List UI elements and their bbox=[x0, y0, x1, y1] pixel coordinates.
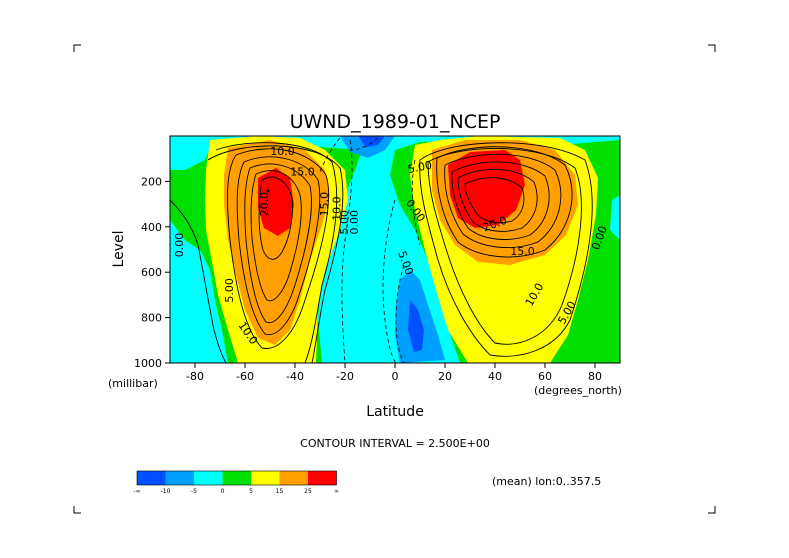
fill-minus10-lobe bbox=[408, 300, 424, 352]
chart-title: UWND_1989-01_NCEP bbox=[290, 111, 501, 133]
x-tick-label: 60 bbox=[538, 370, 552, 383]
contour-label: 0.00 bbox=[348, 210, 361, 235]
contour-label: 5.00 bbox=[338, 210, 351, 235]
contour-label: 5.00 bbox=[407, 158, 434, 176]
x-axis-label: Latitude bbox=[366, 404, 424, 420]
x-tick-label: -40 bbox=[286, 370, 304, 383]
colorbar-frame bbox=[136, 470, 337, 486]
fill-south-jet-15 bbox=[224, 140, 330, 345]
south-jet-max-marker bbox=[266, 189, 270, 193]
contour-field: 10.015.020.0 15.0 10.05.000.000.005.0010.0… bbox=[170, 136, 620, 363]
colorbar-label: 0 bbox=[221, 488, 225, 495]
fill-negative-band bbox=[170, 136, 620, 363]
fill-minus10-top bbox=[358, 136, 385, 147]
contour-lines bbox=[170, 142, 593, 363]
contour-label: 10.0 bbox=[270, 145, 295, 158]
colorbar-label: 15 bbox=[276, 488, 284, 495]
y-tick-label: 600 bbox=[141, 266, 162, 279]
x-tick-label: 0 bbox=[392, 370, 399, 383]
contour-label: 20.0 bbox=[258, 192, 271, 217]
colorbar-label: 5 bbox=[249, 488, 253, 495]
fill-north-jet-25 bbox=[448, 150, 525, 228]
colorbar-label: 25 bbox=[304, 488, 312, 495]
contour-label: 10.0 bbox=[331, 196, 344, 221]
colorbar: -∞ -10 -5 0 5 15 25 ∞ bbox=[133, 470, 339, 495]
colorbar-swatch bbox=[165, 471, 194, 485]
x-tick-label: 20 bbox=[438, 370, 452, 383]
fill-negative-left-edge bbox=[170, 136, 215, 170]
contour-label: 5.00 bbox=[223, 278, 236, 303]
x-unit-note: (degrees_north) bbox=[534, 384, 622, 397]
colorbar-label: -∞ bbox=[133, 488, 140, 495]
y-tick-label: 400 bbox=[141, 221, 162, 234]
contour-label: 0.00 bbox=[173, 233, 186, 258]
x-tick-label: -60 bbox=[236, 370, 254, 383]
colorbar-swatch bbox=[279, 471, 308, 485]
corner-marks bbox=[73, 44, 716, 514]
colorbar-swatch bbox=[194, 471, 223, 485]
fill-minus5-lobe bbox=[395, 270, 445, 363]
y-tick-label: 800 bbox=[141, 312, 162, 325]
fill-south-jet-25 bbox=[258, 168, 294, 236]
x-tick-label: -80 bbox=[186, 370, 204, 383]
fill-minus5-top bbox=[340, 136, 395, 158]
colorbar-swatch bbox=[222, 471, 251, 485]
y-unit-note: (millibar) bbox=[108, 377, 158, 390]
y-tick-label: 200 bbox=[141, 175, 162, 188]
contour-interval-note: CONTOUR INTERVAL = 2.500E+00 bbox=[300, 437, 490, 450]
x-tick-label: -20 bbox=[336, 370, 354, 383]
colorbar-label: -10 bbox=[161, 488, 171, 495]
mean-note: (mean) lon:0..357.5 bbox=[492, 475, 601, 488]
fill-negative-right-edge bbox=[610, 195, 620, 240]
contour-label: 15.0 bbox=[510, 245, 535, 258]
colorbar-swatch bbox=[137, 471, 166, 485]
x-tick-label: 80 bbox=[588, 370, 602, 383]
contour-label: 15.0 bbox=[290, 165, 315, 178]
y-axis: 200 400 600 800 1000 bbox=[134, 175, 170, 370]
negative-contour-lines bbox=[319, 137, 421, 363]
colorbar-swatch bbox=[251, 471, 280, 485]
x-tick-label: 40 bbox=[488, 370, 502, 383]
contour-label: 15.0 bbox=[318, 192, 331, 217]
colorbar-label: ∞ bbox=[334, 488, 339, 495]
colorbar-label: -5 bbox=[191, 488, 197, 495]
x-axis: -80 -60 -40 -20 0 20 40 60 80 bbox=[186, 363, 602, 383]
colorbar-swatch bbox=[308, 471, 337, 485]
y-tick-label: 1000 bbox=[134, 357, 162, 370]
y-axis-label: Level bbox=[111, 231, 127, 268]
